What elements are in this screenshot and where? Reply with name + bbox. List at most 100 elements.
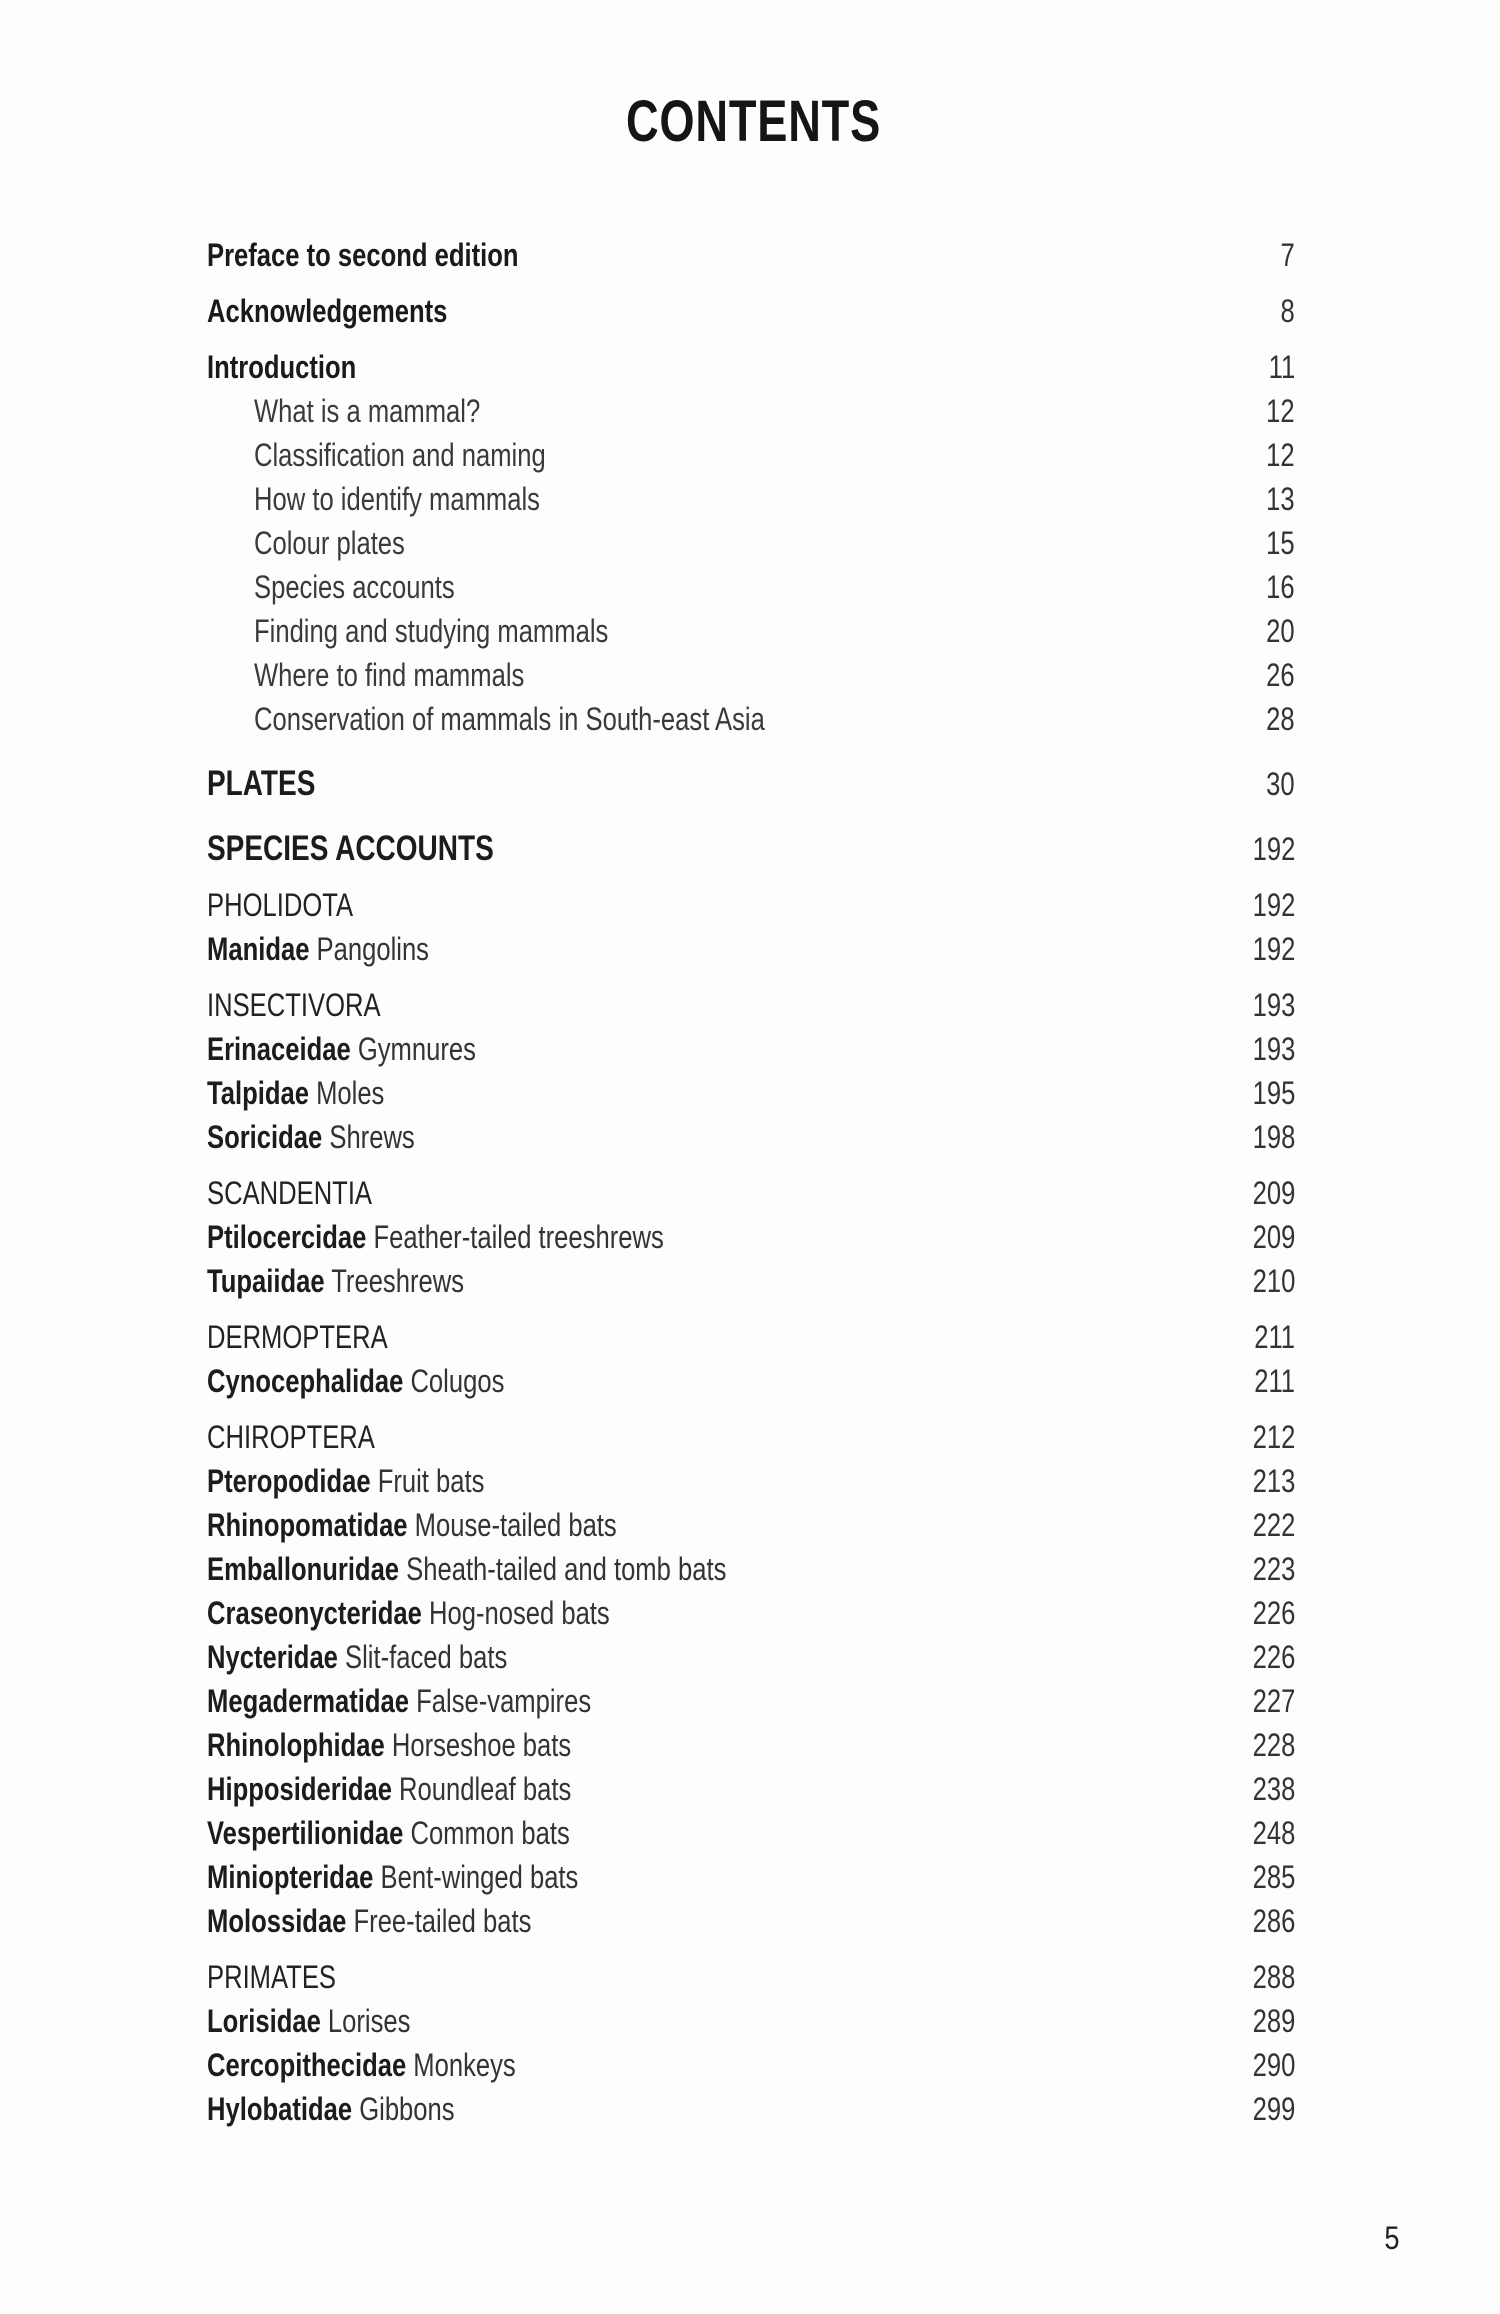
toc-page-number: 20 <box>1266 613 1295 649</box>
toc-entry-sub: Colour plates 15 <box>207 521 1295 565</box>
toc-page-number: 227 <box>1252 1683 1295 1719</box>
page-title: CONTENTS <box>0 88 1500 155</box>
toc-entry-order: CHIROPTERA 212 <box>207 1415 1295 1459</box>
toc-entry-label: Rhinolophidae Horseshoe bats <box>207 1723 571 1767</box>
toc-entry-label: How to identify mammals <box>254 481 540 517</box>
toc-entry-label: Tupaiidae Treeshrews <box>207 1259 464 1303</box>
toc-entry-family: Molossidae Free-tailed bats 286 <box>207 1899 1295 1943</box>
toc-page-number: 12 <box>1266 393 1295 429</box>
contents-heading: CONTENTS <box>625 89 881 154</box>
toc-entry-family: Soricidae Shrews 198 <box>207 1115 1295 1159</box>
toc-page-number: 213 <box>1252 1463 1295 1499</box>
family-name: Miniopteridae <box>207 1859 374 1895</box>
toc-entry-label: Lorisidae Lorises <box>207 1999 410 2043</box>
toc-page-number: 211 <box>1254 1319 1295 1355</box>
toc-entry-label: CHIROPTERA <box>207 1419 375 1455</box>
toc-entry-main: Introduction 11 <box>207 345 1295 389</box>
family-name: Rhinolophidae <box>207 1727 385 1763</box>
toc-page-number: 223 <box>1252 1551 1295 1587</box>
toc-entry-heading: PLATES 30 <box>207 762 1295 806</box>
toc-entry-label: Megadermatidae False-vampires <box>207 1679 591 1723</box>
common-name: Moles <box>316 1075 385 1111</box>
toc-entry-family: Craseonycteridae Hog-nosed bats 226 <box>207 1591 1295 1635</box>
common-name: Monkeys <box>413 2047 516 2083</box>
toc-page-number: 193 <box>1252 987 1295 1023</box>
toc-page-number: 7 <box>1280 237 1295 273</box>
toc-page-number: 210 <box>1252 1263 1295 1299</box>
toc-entry-label: SPECIES ACCOUNTS <box>207 829 494 868</box>
common-name: Gibbons <box>359 2091 455 2127</box>
toc-page-number: 26 <box>1266 657 1295 693</box>
family-name: Cercopithecidae <box>207 2047 407 2083</box>
toc-entry-label: Species accounts <box>254 569 455 605</box>
toc-entry-family: Tupaiidae Treeshrews 210 <box>207 1259 1295 1303</box>
toc-entry-family: Manidae Pangolins 192 <box>207 927 1295 971</box>
toc-entry-family: Rhinolophidae Horseshoe bats 228 <box>207 1723 1295 1767</box>
common-name: Mouse-tailed bats <box>414 1507 617 1543</box>
toc-page-number: 209 <box>1252 1219 1295 1255</box>
family-name: Megadermatidae <box>207 1683 410 1719</box>
toc-entry-label: Classification and naming <box>254 437 546 473</box>
toc-entry-family: Erinaceidae Gymnures 193 <box>207 1027 1295 1071</box>
family-name: Vespertilionidae <box>207 1815 404 1851</box>
toc-entry-label: Cynocephalidae Colugos <box>207 1359 504 1403</box>
toc-page-number: 192 <box>1252 931 1295 967</box>
common-name: Free-tailed bats <box>353 1903 532 1939</box>
family-name: Craseonycteridae <box>207 1595 422 1631</box>
toc-entry-label: Cercopithecidae Monkeys <box>207 2043 516 2087</box>
toc-entry-label: Colour plates <box>254 525 405 561</box>
toc-page-number: 248 <box>1252 1815 1295 1851</box>
toc-page-number: 192 <box>1252 887 1295 923</box>
toc-entry-label: What is a mammal? <box>254 393 481 429</box>
common-name: Bent-winged bats <box>380 1859 579 1895</box>
toc-page-number: 290 <box>1252 2047 1295 2083</box>
toc-entry-label: Soricidae Shrews <box>207 1115 415 1159</box>
common-name: Gymnures <box>357 1031 476 1067</box>
family-name: Talpidae <box>207 1075 309 1111</box>
toc-page-number: 16 <box>1266 569 1295 605</box>
toc-entry-order: PHOLIDOTA 192 <box>207 883 1295 927</box>
toc-page-number: 193 <box>1252 1031 1295 1067</box>
toc-entry-label: Craseonycteridae Hog-nosed bats <box>207 1591 610 1635</box>
toc-entry-family: Cynocephalidae Colugos 211 <box>207 1359 1295 1403</box>
toc-entry-sub: Finding and studying mammals 20 <box>207 609 1295 653</box>
toc-page-number: 299 <box>1252 2091 1295 2127</box>
toc-page-number: 288 <box>1252 1959 1295 1995</box>
toc-entry-family: Hipposideridae Roundleaf bats 238 <box>207 1767 1295 1811</box>
toc-entry-label: Nycteridae Slit-faced bats <box>207 1635 507 1679</box>
toc-page-number: 13 <box>1266 481 1295 517</box>
toc-entry-label: Molossidae Free-tailed bats <box>207 1899 531 1943</box>
toc-entry-label: Vespertilionidae Common bats <box>207 1811 570 1855</box>
toc-entry-label: DERMOPTERA <box>207 1319 388 1355</box>
toc-entry-order: SCANDENTIA 209 <box>207 1171 1295 1215</box>
toc-page-number: 28 <box>1266 701 1295 737</box>
family-name: Nycteridae <box>207 1639 338 1675</box>
toc-page-number: 211 <box>1254 1363 1295 1399</box>
toc-page-number: 286 <box>1252 1903 1295 1939</box>
toc-entry-label: Acknowledgements <box>207 293 448 329</box>
toc-entry-label: Pteropodidae Fruit bats <box>207 1459 484 1503</box>
toc-entry-order: DERMOPTERA 211 <box>207 1315 1295 1359</box>
toc-page-number: 15 <box>1266 525 1295 561</box>
toc-entry-label: Rhinopomatidae Mouse-tailed bats <box>207 1503 617 1547</box>
toc-entry-family: Vespertilionidae Common bats 248 <box>207 1811 1295 1855</box>
common-name: Sheath-tailed and tomb bats <box>406 1551 727 1587</box>
common-name: Hog-nosed bats <box>428 1595 610 1631</box>
toc-entry-label: Conservation of mammals in South-east As… <box>254 701 765 737</box>
family-name: Molossidae <box>207 1903 347 1939</box>
toc-page-number: 238 <box>1252 1771 1295 1807</box>
family-name: Rhinopomatidae <box>207 1507 408 1543</box>
common-name: Slit-faced bats <box>345 1639 508 1675</box>
family-name: Soricidae <box>207 1119 323 1155</box>
toc-entry-family: Hylobatidae Gibbons 299 <box>207 2087 1295 2131</box>
common-name: Feather-tailed treeshrews <box>373 1219 664 1255</box>
family-name: Emballonuridae <box>207 1551 400 1587</box>
toc-entry-family: Cercopithecidae Monkeys 290 <box>207 2043 1295 2087</box>
toc-page-number: 30 <box>1266 766 1295 802</box>
toc-page-number: 226 <box>1252 1595 1295 1631</box>
common-name: Common bats <box>410 1815 570 1851</box>
toc-entry-label: Hylobatidae Gibbons <box>207 2087 455 2131</box>
family-name: Hipposideridae <box>207 1771 392 1807</box>
toc-page-number: 289 <box>1252 2003 1295 2039</box>
toc-entry-family: Talpidae Moles 195 <box>207 1071 1295 1115</box>
